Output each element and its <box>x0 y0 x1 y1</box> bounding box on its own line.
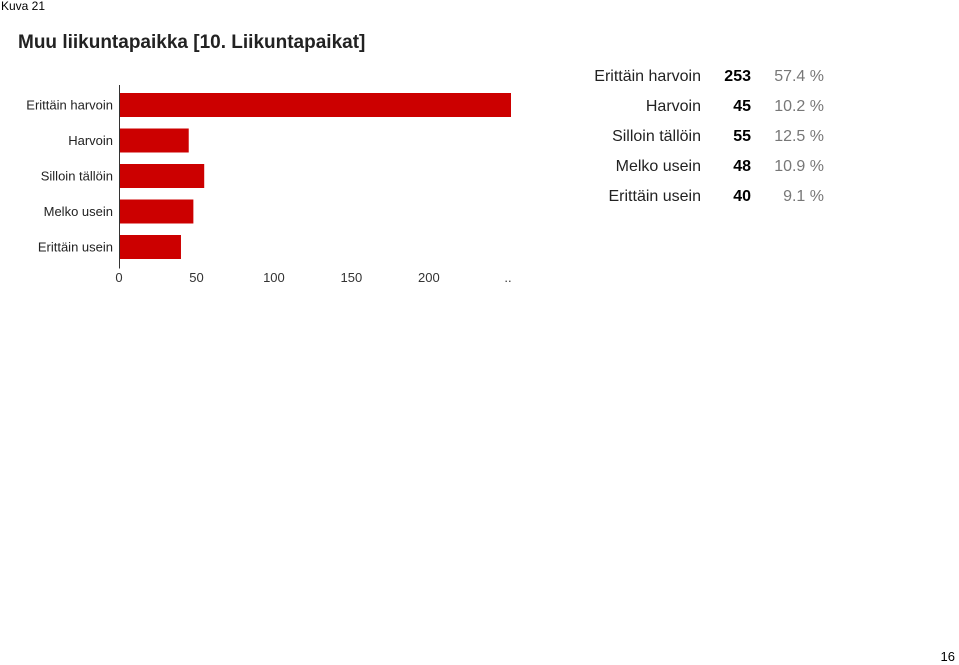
summary-category: Silloin tällöin <box>612 128 701 145</box>
summary-count: 55 <box>733 128 751 145</box>
summary-percent: 9.1 % <box>783 188 824 205</box>
summary-row: Silloin tällöin 55 12.5 % <box>570 122 824 152</box>
summary-category: Melko usein <box>615 158 701 175</box>
x-tick-label-0: 0 <box>115 270 122 285</box>
summary-count: 40 <box>733 188 751 205</box>
figure-caption: Kuva 21 <box>1 0 46 13</box>
summary-row: Melko usein 48 10.9 % <box>570 152 824 182</box>
summary-percent: 12.5 % <box>774 128 824 145</box>
category-label-1: Harvoin <box>68 133 113 148</box>
x-tick-label-4: 200 <box>418 270 440 285</box>
bar-1 <box>119 128 189 153</box>
x-tick-label-1: 50 <box>189 270 203 285</box>
bar-0 <box>119 93 511 117</box>
chart-title: Muu liikuntapaikka [10. Liikuntapaikat] <box>18 32 366 53</box>
category-label-3: Melko usein <box>44 204 113 219</box>
summary-category: Harvoin <box>645 98 701 115</box>
summary-row: Erittäin usein 40 9.1 % <box>570 182 825 212</box>
summary-count: 45 <box>733 98 751 115</box>
bar-2 <box>119 164 205 188</box>
category-label-4: Erittäin usein <box>38 240 113 255</box>
x-tick-label-3: 150 <box>341 270 363 285</box>
bar-chart: Erittäin harvoin Harvoin Silloin tällöin Me… <box>26 85 512 285</box>
x-tick-label-5: .. <box>504 270 511 285</box>
page-number: 16 <box>940 649 955 664</box>
category-label-2: Silloin tällöin <box>41 169 113 184</box>
bar-4 <box>119 235 181 259</box>
summary-category: Erittäin harvoin <box>594 68 701 85</box>
summary-table: Erittäin harvoin 253 57.4 % Harvoin 45 10.2 %… <box>570 62 824 212</box>
summary-percent: 57.4 % <box>774 68 824 85</box>
summary-percent: 10.2 % <box>774 98 824 115</box>
summary-category: Erittäin usein <box>608 188 702 205</box>
summary-row: Harvoin 45 10.2 % <box>570 92 824 122</box>
summary-count: 48 <box>733 158 751 175</box>
bar-3 <box>119 199 194 224</box>
category-label-0: Erittäin harvoin <box>26 98 113 113</box>
summary-count: 253 <box>724 68 751 85</box>
x-tick-label-2: 100 <box>263 270 285 285</box>
summary-row: Erittäin harvoin 253 57.4 % <box>570 62 824 92</box>
summary-percent: 10.9 % <box>774 158 824 175</box>
